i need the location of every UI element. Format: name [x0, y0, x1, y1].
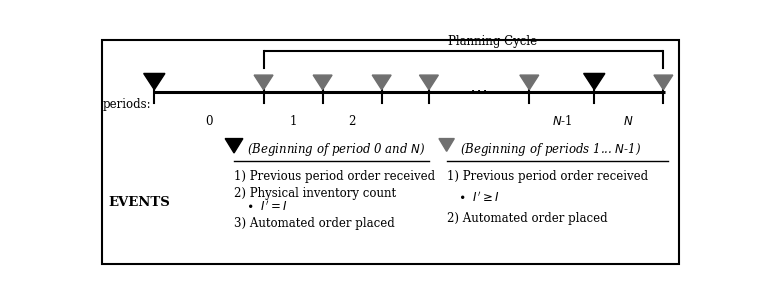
Polygon shape — [226, 139, 243, 153]
Text: 3) Automated order placed: 3) Automated order placed — [234, 217, 395, 230]
Text: (Beginning of period 0 and $N$): (Beginning of period 0 and $N$) — [247, 141, 425, 158]
Text: 2) Physical inventory count: 2) Physical inventory count — [234, 187, 396, 200]
Polygon shape — [520, 75, 539, 90]
Polygon shape — [144, 73, 165, 90]
Text: EVENTS: EVENTS — [109, 196, 171, 209]
Polygon shape — [372, 75, 391, 90]
Text: $N$-1: $N$-1 — [552, 114, 572, 128]
Text: $\bullet$  $I^{\prime}=I$: $\bullet$ $I^{\prime}=I$ — [246, 200, 287, 214]
Text: $N$: $N$ — [623, 115, 634, 128]
Polygon shape — [439, 139, 454, 151]
Polygon shape — [419, 75, 438, 90]
Text: 2) Automated order placed: 2) Automated order placed — [447, 212, 607, 225]
Text: periods:: periods: — [103, 98, 152, 111]
Text: (Beginning of periods 1... $N$-1): (Beginning of periods 1... $N$-1) — [459, 141, 641, 158]
Text: 0: 0 — [205, 115, 213, 128]
Text: Planning Cycle: Planning Cycle — [448, 35, 537, 48]
Text: 1) Previous period order received: 1) Previous period order received — [234, 170, 435, 183]
Polygon shape — [313, 75, 332, 90]
Text: $\cdots$: $\cdots$ — [469, 82, 487, 100]
Text: 2: 2 — [348, 115, 356, 128]
Polygon shape — [654, 75, 673, 90]
Polygon shape — [584, 73, 605, 90]
Polygon shape — [254, 75, 273, 90]
Text: 1) Previous period order received: 1) Previous period order received — [447, 170, 648, 183]
Text: $\bullet$  $I^{\prime}\geq I$: $\bullet$ $I^{\prime}\geq I$ — [459, 191, 500, 205]
Text: 1: 1 — [290, 115, 296, 128]
